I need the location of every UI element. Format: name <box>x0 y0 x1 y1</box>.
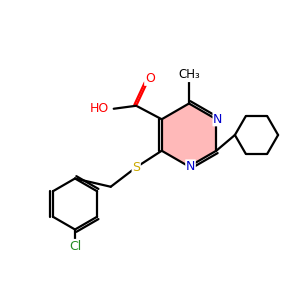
Text: N: N <box>213 113 223 126</box>
Text: S: S <box>132 161 140 174</box>
Text: Cl: Cl <box>69 239 81 253</box>
Text: O: O <box>145 72 155 85</box>
Text: HO: HO <box>90 102 109 115</box>
Text: N: N <box>186 160 195 173</box>
Polygon shape <box>162 103 216 166</box>
Text: CH₃: CH₃ <box>178 68 200 82</box>
